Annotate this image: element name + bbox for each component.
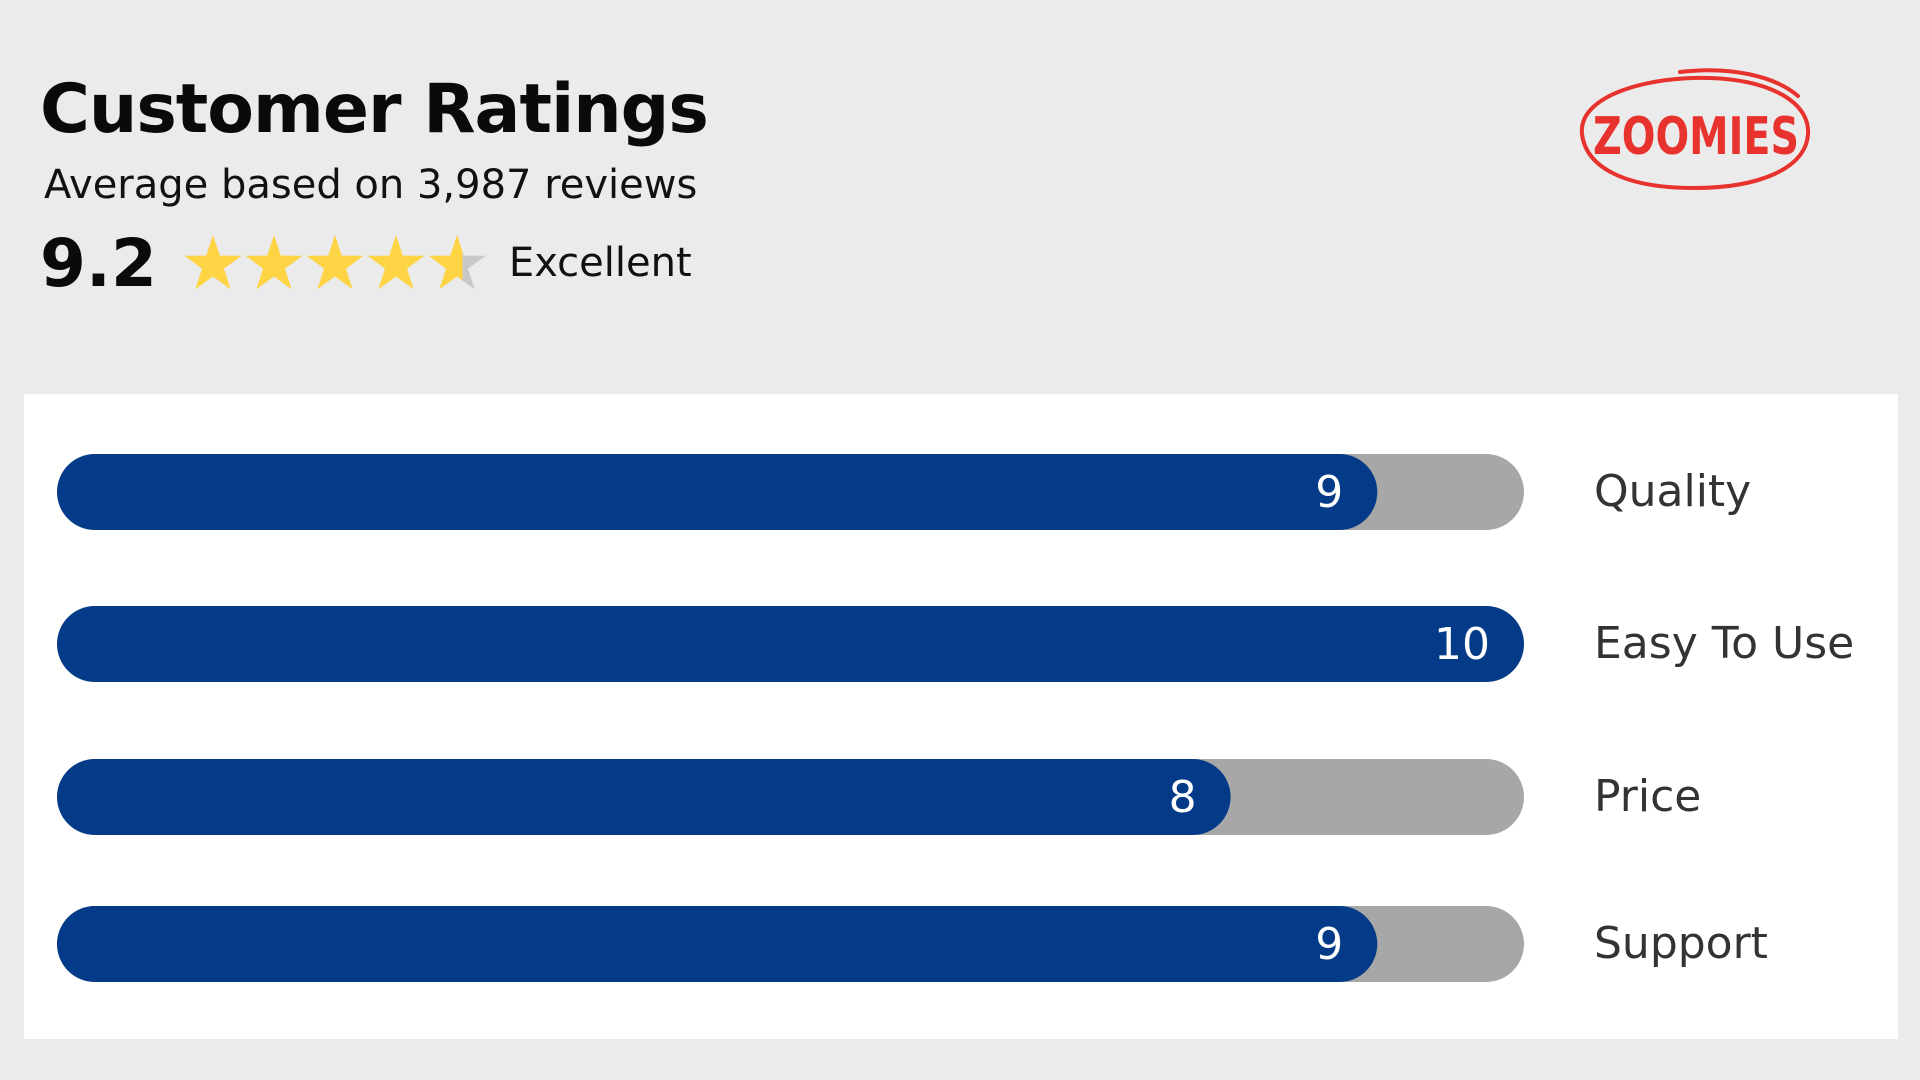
- star-icon: [306, 235, 364, 290]
- logo-wordmark: ZOOMIES: [1593, 107, 1799, 167]
- star-icon: [245, 235, 303, 290]
- star-rating: [183, 233, 487, 293]
- rating-verdict: Excellent: [508, 240, 692, 286]
- review-summary: Average based on 3,987 reviews: [44, 162, 698, 208]
- bar-quality: [57, 454, 1378, 530]
- score-row: 9.2 Excellent: [40, 225, 692, 302]
- bar-value-label: 9: [1315, 919, 1343, 970]
- average-score: 9.2: [40, 224, 157, 302]
- page-title: Customer Ratings: [40, 70, 709, 149]
- bar-price: [57, 759, 1231, 835]
- bar-value-label: 8: [1169, 772, 1197, 823]
- category-label: Support: [1594, 918, 1768, 969]
- category-label: Price: [1594, 771, 1702, 822]
- bar-value-label: 10: [1434, 619, 1490, 670]
- bar-value-label: 9: [1315, 467, 1343, 518]
- bar-easy-to-use: [57, 606, 1524, 682]
- zoomies-logo: ZOOMIES: [1560, 62, 1820, 204]
- star-icon: [367, 235, 425, 290]
- category-label: Quality: [1594, 466, 1752, 517]
- star-icon: [428, 235, 486, 290]
- category-label: Easy To Use: [1594, 618, 1855, 669]
- ratings-bar-chart: 9 10 8 9: [57, 454, 1524, 982]
- ratings-panel: 9 10 8 9 Quality Easy To Use Price Support: [24, 394, 1898, 1039]
- bar-support: [57, 906, 1378, 982]
- star-icon: [184, 235, 242, 290]
